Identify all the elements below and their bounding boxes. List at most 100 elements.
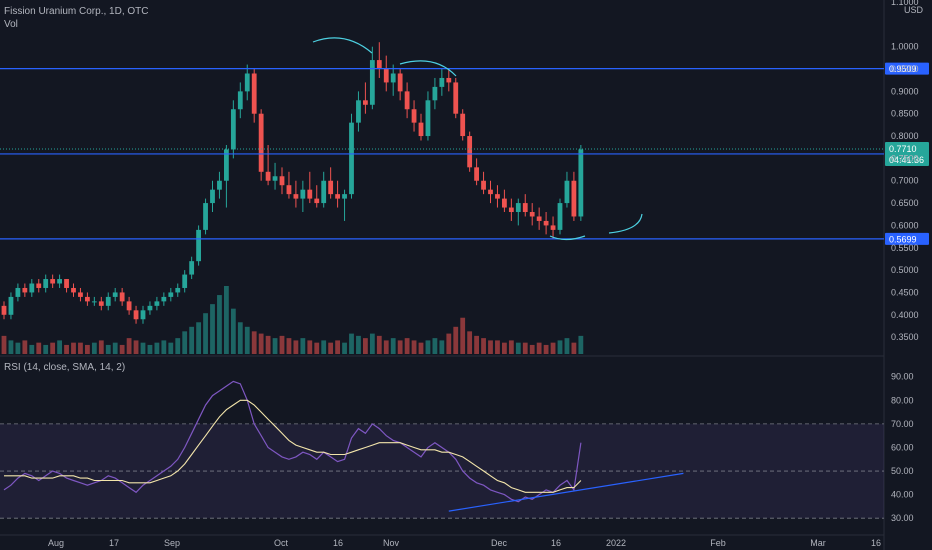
candle-body: [571, 180, 577, 217]
time-tick-label: Feb: [710, 538, 726, 548]
candle-body: [210, 189, 215, 204]
time-tick-label: 16: [871, 538, 881, 548]
volume-bar: [550, 342, 556, 354]
price-tick-label: 0.4000: [891, 310, 919, 320]
volume-bar: [105, 344, 111, 354]
candle-body: [237, 91, 243, 110]
last-price-value: 0.7710: [889, 144, 917, 154]
candle-body: [43, 279, 49, 288]
volume-bar: [286, 338, 292, 354]
candle-body: [349, 122, 354, 195]
candle-body: [126, 301, 132, 311]
price-tick-label: 0.7000: [891, 176, 919, 186]
volume-bar: [383, 340, 389, 354]
candle-body: [383, 69, 389, 83]
candle-body: [140, 310, 146, 320]
candle-body: [418, 122, 424, 137]
candle-body: [356, 100, 361, 123]
volume-bar: [356, 335, 361, 354]
volume-bar: [251, 331, 257, 354]
volume-bar: [182, 331, 188, 354]
candle-body: [36, 283, 42, 288]
grid-lines: [0, 0, 885, 550]
volume-bar: [335, 340, 340, 354]
time-tick-label: Nov: [383, 538, 400, 548]
volume-bar: [425, 340, 431, 354]
candle-body: [98, 301, 104, 306]
candle-body: [286, 185, 292, 195]
candle-body: [78, 292, 83, 297]
volume-label: Vol: [4, 19, 18, 30]
candle-body: [50, 279, 56, 284]
candle-body: [376, 60, 382, 70]
arc-drawing: [312, 37, 373, 54]
price-tick-label: 1.1000: [891, 0, 919, 7]
arc-drawings[interactable]: [312, 37, 643, 241]
candle-body: [453, 82, 459, 114]
time-tick-label: Mar: [810, 538, 826, 548]
volume-bar: [91, 342, 97, 354]
symbol-title[interactable]: Fission Uranium Corp., 1D, OTC: [4, 6, 149, 17]
time-tick-label: 16: [333, 538, 343, 548]
volume-bar: [64, 344, 69, 354]
volume-bar: [140, 342, 146, 354]
volume-bar: [432, 338, 438, 354]
candle-body: [529, 212, 535, 217]
price-tick-label: 0.8000: [891, 131, 919, 141]
level-price-label: 0.9509: [889, 64, 917, 74]
time-tick-label: Oct: [274, 538, 289, 548]
volume-bar: [258, 333, 264, 354]
price-tick-label: 0.9000: [891, 86, 919, 96]
volume-bar: [237, 322, 243, 354]
volume-bar: [446, 333, 452, 354]
candle-body: [314, 198, 320, 204]
candle-body: [502, 198, 507, 208]
volume-bar: [467, 331, 473, 354]
candle-body: [425, 100, 431, 137]
volume-bar: [15, 342, 21, 354]
candle-body: [1, 305, 7, 315]
rsi-tick-label: 40.00: [891, 490, 914, 500]
arc-drawing: [399, 60, 457, 77]
rsi-tick-label: 70.00: [891, 419, 914, 429]
volume-bar: [321, 340, 327, 354]
volume-bar: [411, 340, 417, 354]
candle-body: [488, 189, 493, 195]
candle-body: [439, 77, 445, 87]
candle-body: [474, 167, 479, 181]
candle-body: [536, 216, 542, 221]
volume-bar: [244, 326, 250, 354]
candle-body: [564, 180, 570, 204]
volume-bar: [342, 342, 347, 354]
volume-bar: [230, 308, 236, 354]
volume-bar: [349, 333, 354, 354]
volume-bar: [404, 338, 410, 354]
arc-drawing: [549, 235, 586, 241]
volume-bar: [78, 342, 83, 354]
candle-body: [15, 287, 21, 297]
price-tick-label: 0.6500: [891, 198, 919, 208]
rsi-label[interactable]: RSI (14, close, SMA, 14, 2): [4, 362, 126, 373]
price-tick-label: 1.0000: [891, 42, 919, 52]
volume-bar: [265, 335, 271, 354]
candle-body: [363, 100, 368, 105]
candle-body: [557, 203, 563, 230]
candle-body: [119, 292, 125, 302]
time-tick-label: Aug: [48, 538, 64, 548]
volume-bar: [126, 338, 132, 354]
rsi-tick-label: 90.00: [891, 372, 914, 382]
volume-bar: [43, 344, 49, 354]
candle-body: [189, 261, 195, 275]
volume-bar: [495, 340, 500, 354]
candle-body: [147, 305, 153, 311]
candle-body: [369, 60, 375, 105]
candle-body: [335, 194, 340, 199]
volume-bar: [515, 342, 521, 354]
volume-bar: [474, 335, 479, 354]
candle-body: [112, 292, 118, 297]
volume-bar: [522, 342, 528, 354]
candle-body: [203, 203, 208, 230]
time-tick-label: 16: [551, 538, 561, 548]
